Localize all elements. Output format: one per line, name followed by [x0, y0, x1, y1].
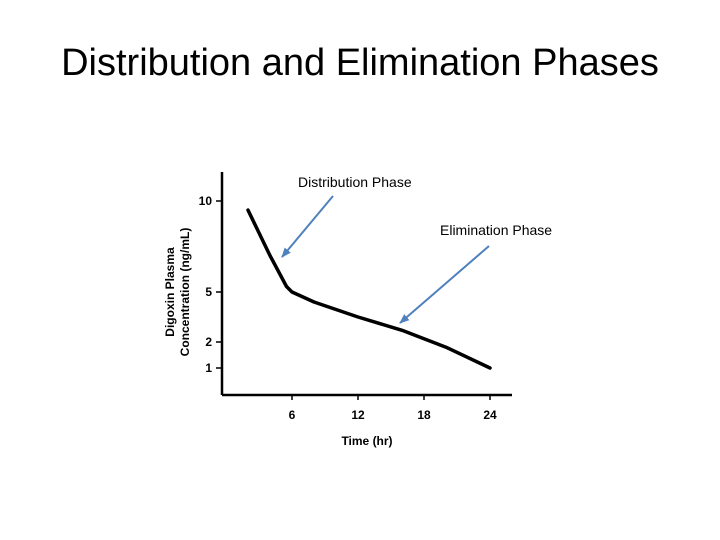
y-tick-label: 1 [205, 361, 212, 375]
y-tick-label: 10 [199, 194, 213, 208]
elimination-phase-label: Elimination Phase [440, 222, 553, 238]
y-tick-label: 5 [205, 285, 212, 299]
x-tick-label: 12 [351, 408, 365, 422]
series-line-0 [246, 208, 492, 370]
x-axis-title: Time (hr) [341, 434, 392, 448]
x-tick-label: 24 [483, 408, 497, 422]
x-tick-label: 18 [417, 408, 431, 422]
x-tick-label: 6 [289, 408, 296, 422]
elimination-arrow [399, 245, 490, 324]
slide-title: Distribution and Elimination Phases [61, 42, 659, 84]
distribution-phase-label: Distribution Phase [298, 174, 412, 190]
y-tick-label: 2 [205, 335, 212, 349]
distribution-arrow [281, 195, 334, 258]
y-axis-title: Digoxin PlasmaConcentration (ng/mL) [163, 228, 192, 357]
